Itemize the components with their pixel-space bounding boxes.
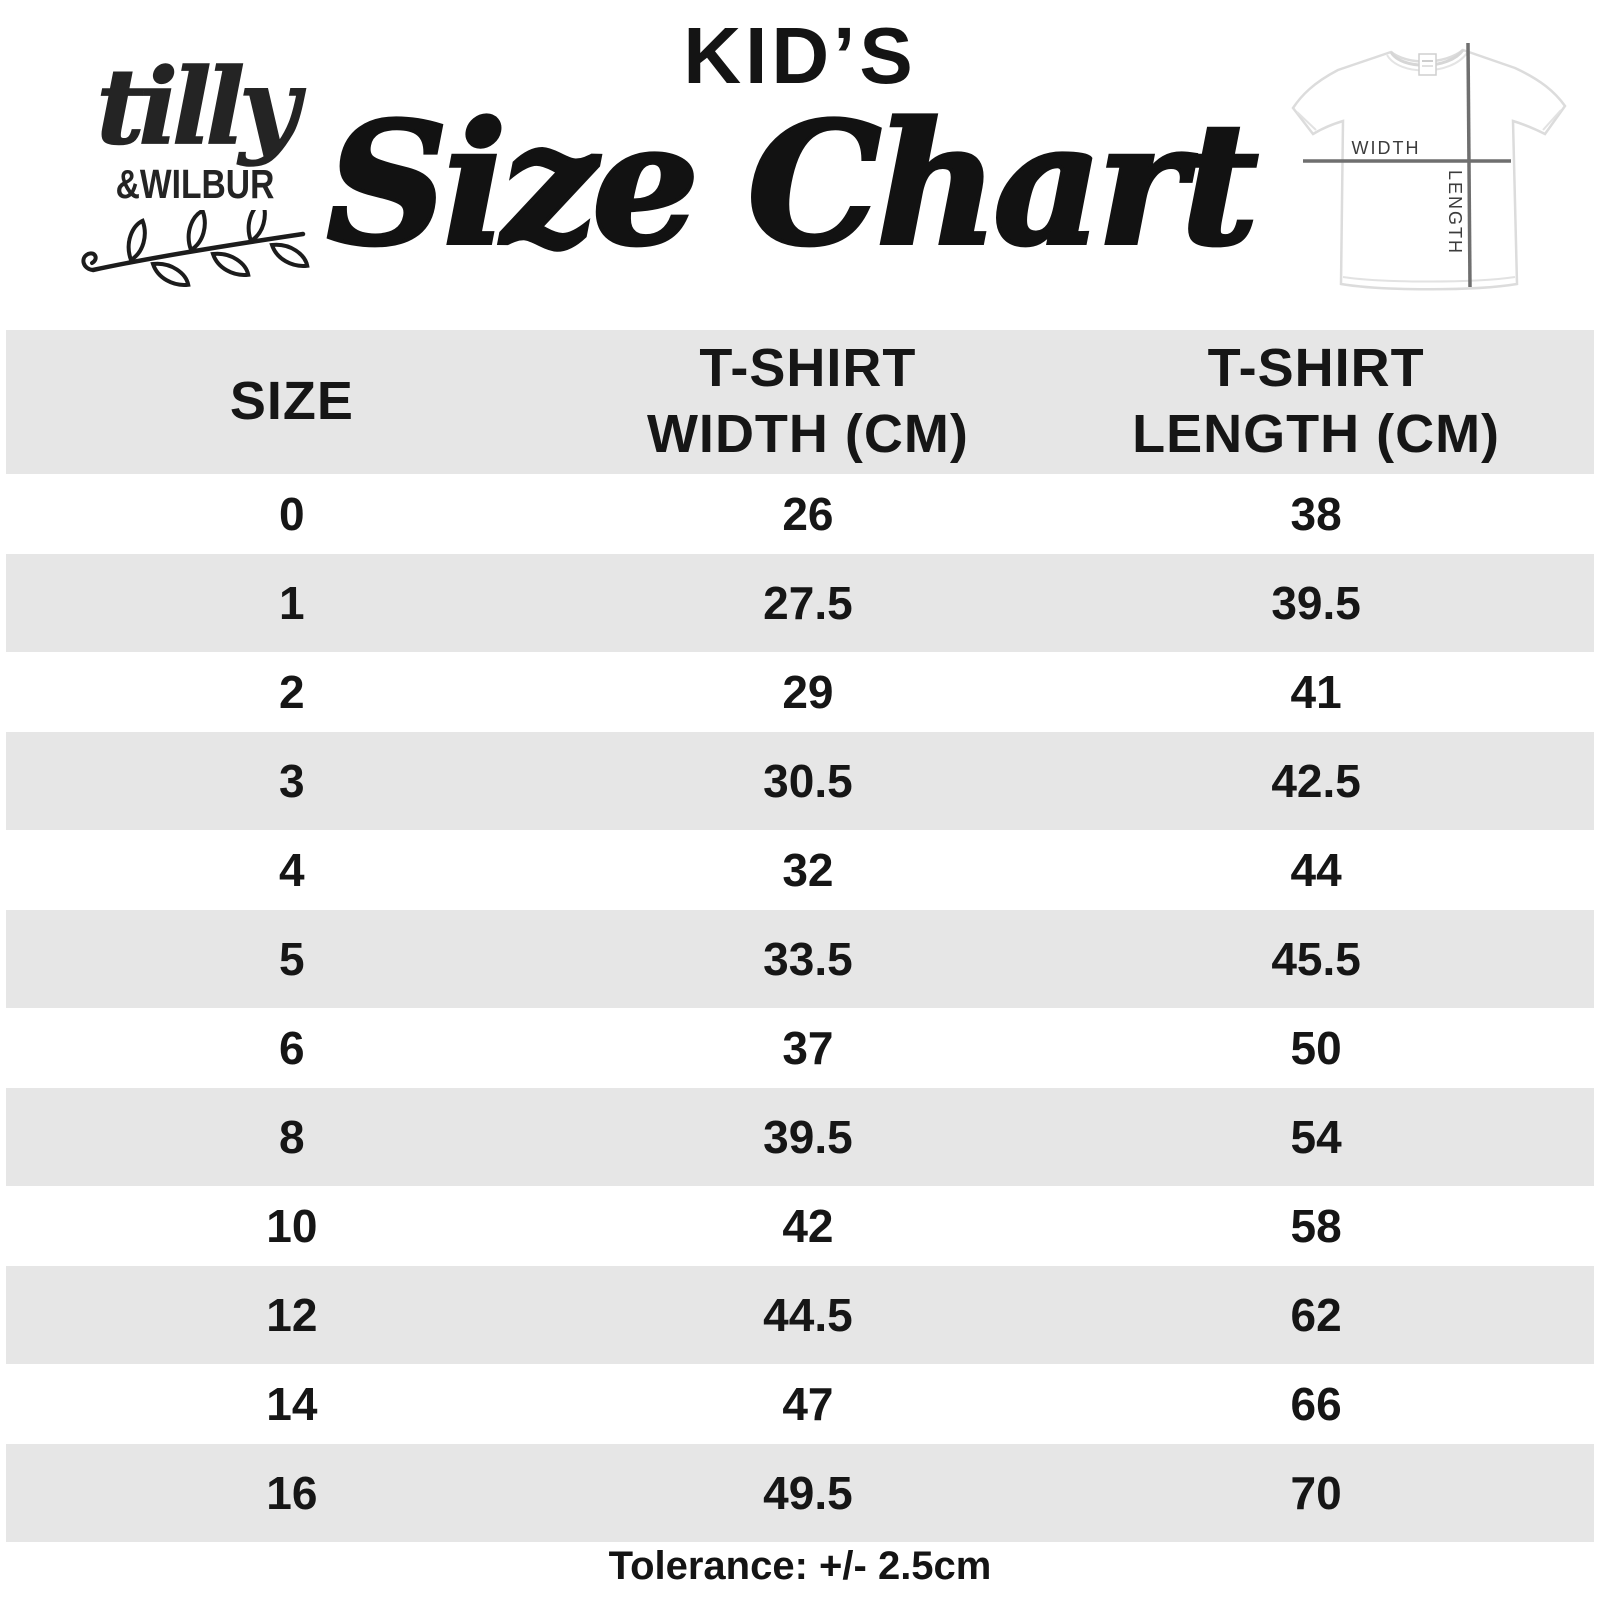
table-header-row: SIZE T-SHIRT WIDTH (CM) T-SHIRT LENGTH (… <box>6 330 1594 474</box>
length-cell: 54 <box>1290 1111 1342 1163</box>
size-cell: 14 <box>266 1378 318 1430</box>
length-cell: 42.5 <box>1271 755 1361 807</box>
size-cell: 10 <box>266 1200 318 1252</box>
tolerance-note: Tolerance: +/- 2.5cm <box>608 1544 992 1588</box>
length-cell: 39.5 <box>1271 577 1361 629</box>
width-cell: 33.5 <box>763 933 853 985</box>
width-cell: 32 <box>782 844 834 896</box>
width-label: WIDTH <box>1352 138 1421 158</box>
size-cell: 2 <box>279 666 305 718</box>
size-cell: 16 <box>266 1467 318 1519</box>
brand-name-caps: &WILBUR <box>115 160 275 207</box>
brand-logo: tilly &WILBUR <box>40 45 350 297</box>
length-cell: 45.5 <box>1271 933 1361 985</box>
size-cell: 12 <box>266 1289 318 1341</box>
length-cell: 44 <box>1290 844 1342 896</box>
length-cell: 58 <box>1290 1200 1342 1252</box>
table-row: 0 26 38 <box>6 474 1594 554</box>
page-title: Size Chart <box>325 85 1261 283</box>
size-cell: 6 <box>279 1022 305 1074</box>
table-row: 5 33.5 45.5 <box>6 910 1594 1008</box>
size-cell: 0 <box>279 488 305 540</box>
width-cell: 44.5 <box>763 1289 853 1341</box>
width-cell: 42 <box>782 1200 834 1252</box>
column-header-width: T-SHIRT WIDTH (CM) <box>646 338 969 464</box>
table-row: 3 30.5 42.5 <box>6 732 1594 830</box>
length-cell: 38 <box>1290 488 1342 540</box>
length-line <box>1466 42 1472 288</box>
table-row: 6 37 50 <box>6 1008 1594 1088</box>
width-cell: 39.5 <box>763 1111 853 1163</box>
neck-tag <box>1418 53 1437 76</box>
table-row: 10 42 58 <box>6 1186 1594 1266</box>
table-row: 1 27.5 39.5 <box>6 554 1594 652</box>
width-cell: 37 <box>782 1022 834 1074</box>
size-cell: 8 <box>279 1111 305 1163</box>
length-cell: 50 <box>1290 1022 1342 1074</box>
column-header-size: SIZE <box>229 371 354 432</box>
table-row: 12 44.5 62 <box>6 1266 1594 1364</box>
length-label: LENGTH <box>1445 170 1465 255</box>
width-cell: 29 <box>782 666 834 718</box>
title-kicker: KID’S <box>683 11 917 100</box>
size-cell: 1 <box>279 577 305 629</box>
tshirt-body <box>1291 48 1567 291</box>
column-header-length: T-SHIRT LENGTH (CM) <box>1132 338 1501 464</box>
length-cell: 66 <box>1290 1378 1342 1430</box>
size-cell: 5 <box>279 933 305 985</box>
width-cell: 30.5 <box>763 755 853 807</box>
table-row: 14 47 66 <box>6 1364 1594 1444</box>
width-cell: 47 <box>782 1378 834 1430</box>
size-cell: 4 <box>279 844 305 896</box>
table-row: 4 32 44 <box>6 830 1594 910</box>
table-row: 8 39.5 54 <box>6 1088 1594 1186</box>
width-cell: 26 <box>782 488 834 540</box>
width-cell: 27.5 <box>763 577 853 629</box>
width-cell: 49.5 <box>763 1467 853 1519</box>
size-table: SIZE T-SHIRT WIDTH (CM) T-SHIRT LENGTH (… <box>6 330 1594 1542</box>
brand-name-script: tilly <box>96 45 301 168</box>
table-row: 2 29 41 <box>6 652 1594 732</box>
length-cell: 70 <box>1290 1467 1342 1519</box>
table-body: 0 26 38 1 27.5 39.5 2 29 41 3 30.5 42.5 … <box>6 474 1594 1542</box>
length-cell: 41 <box>1290 666 1342 718</box>
size-cell: 3 <box>279 755 305 807</box>
table-row: 16 49.5 70 <box>6 1444 1594 1542</box>
tshirt-diagram: WIDTH LENGTH <box>1283 28 1583 307</box>
length-cell: 62 <box>1290 1289 1342 1341</box>
